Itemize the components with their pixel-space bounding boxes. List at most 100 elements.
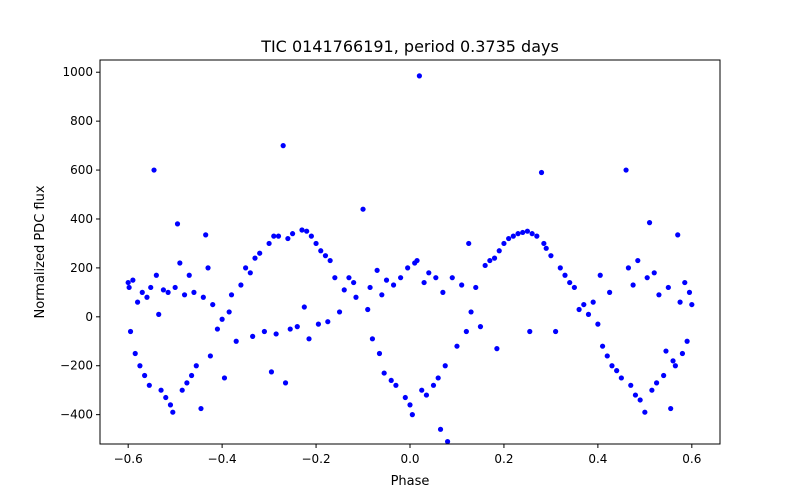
data-point — [221, 375, 228, 381]
x-tick-label: −0.6 — [114, 452, 143, 466]
data-point — [675, 232, 681, 238]
data-point — [440, 289, 446, 295]
data-point — [585, 311, 592, 317]
data-point — [571, 284, 577, 291]
data-point — [520, 229, 526, 236]
data-point — [167, 402, 174, 408]
data-point — [454, 343, 460, 349]
x-tick-label: 0.6 — [682, 452, 701, 466]
data-point — [365, 306, 371, 313]
data-point — [367, 284, 373, 291]
data-point — [421, 279, 427, 286]
data-point — [308, 233, 314, 239]
x-tick-label: 0.0 — [400, 452, 419, 466]
data-point — [557, 265, 563, 271]
data-point — [677, 299, 683, 305]
data-point — [306, 336, 312, 342]
data-point — [661, 372, 667, 379]
data-point — [604, 353, 610, 359]
data-point — [275, 233, 282, 239]
data-point — [200, 294, 206, 300]
data-point — [210, 301, 216, 308]
x-tick-label: −0.2 — [301, 452, 330, 466]
x-axis-label: Phase — [391, 474, 430, 489]
data-point — [374, 267, 380, 273]
data-point — [625, 265, 632, 271]
data-point — [266, 240, 272, 247]
data-point — [142, 372, 148, 379]
data-point — [449, 275, 455, 281]
data-point — [393, 382, 399, 388]
data-point — [407, 402, 413, 408]
data-point — [379, 292, 385, 298]
y-axis-label: Normalized PDC flux — [33, 185, 48, 318]
data-point — [567, 279, 573, 286]
data-point — [541, 240, 547, 247]
y-tick-label: 1000 — [62, 65, 93, 79]
data-point — [595, 321, 601, 327]
data-point — [402, 394, 408, 401]
y-tick-label: 600 — [70, 163, 93, 177]
data-point — [430, 382, 437, 388]
data-point — [191, 289, 197, 295]
data-point — [390, 282, 397, 288]
data-point — [494, 346, 500, 352]
data-point — [351, 279, 357, 286]
data-point — [468, 309, 474, 315]
data-point — [257, 250, 263, 256]
data-point — [599, 343, 606, 349]
data-point — [181, 292, 188, 298]
data-point — [405, 265, 411, 271]
data-point — [369, 336, 376, 342]
data-point — [127, 328, 134, 335]
data-point — [360, 206, 366, 212]
data-point — [473, 284, 479, 291]
data-point — [336, 309, 343, 315]
data-point — [524, 228, 531, 234]
data-point — [482, 262, 488, 269]
data-point — [304, 228, 310, 234]
y-tick-label: 200 — [70, 261, 93, 275]
data-point — [423, 392, 430, 398]
data-point — [419, 387, 425, 393]
data-point — [148, 284, 154, 291]
data-point — [252, 255, 258, 261]
plot-frame — [99, 59, 721, 445]
data-point — [398, 275, 404, 281]
data-point — [299, 227, 305, 233]
data-point — [670, 358, 676, 364]
data-point — [325, 319, 331, 325]
data-point — [156, 311, 162, 317]
data-point — [250, 333, 256, 339]
data-point — [322, 253, 329, 259]
data-point — [543, 245, 549, 251]
data-point — [332, 275, 338, 281]
data-point — [130, 277, 136, 283]
data-point — [132, 350, 138, 357]
data-point — [656, 292, 662, 298]
x-axis: −0.6 −0.4 −0.2 0.0 0.2 0.4 0.6 — [114, 444, 701, 466]
data-point — [184, 380, 190, 386]
data-point — [632, 392, 639, 398]
data-point — [562, 272, 568, 278]
data-point — [327, 257, 333, 264]
data-point — [137, 363, 143, 369]
data-point — [125, 279, 131, 286]
data-point — [376, 350, 383, 357]
data-point — [437, 426, 444, 432]
data-point — [163, 394, 169, 401]
data-point — [527, 328, 533, 335]
data-point — [444, 438, 451, 445]
data-point — [663, 348, 669, 354]
data-point — [515, 231, 521, 237]
data-point — [174, 221, 181, 227]
data-point — [679, 350, 686, 357]
data-point — [496, 248, 502, 254]
data-point — [388, 377, 394, 384]
data-point — [477, 324, 484, 330]
data-point — [280, 143, 286, 149]
data-point — [214, 326, 221, 332]
data-point — [668, 405, 674, 412]
data-point — [635, 257, 641, 264]
data-point — [233, 338, 239, 344]
